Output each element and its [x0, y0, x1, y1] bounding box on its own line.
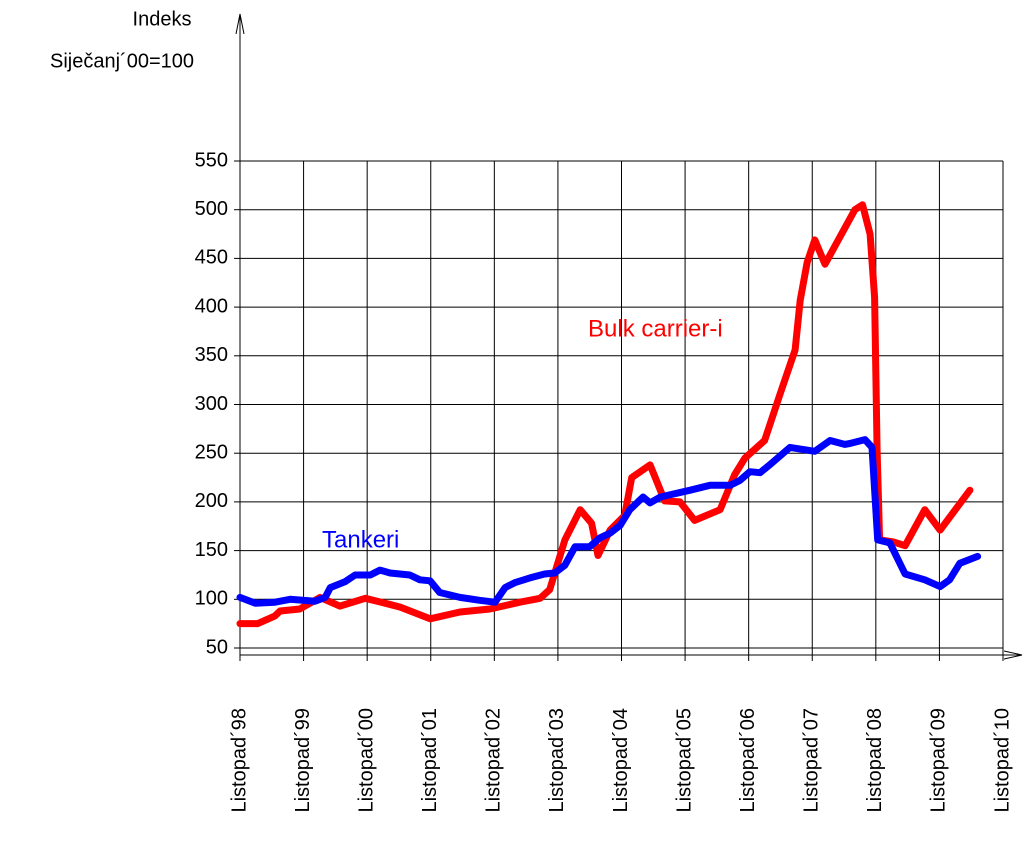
x-tick-label: Listopad´04	[610, 708, 632, 813]
y-tick-label: 450	[195, 247, 228, 269]
grid	[234, 160, 1004, 661]
plot	[236, 201, 982, 628]
y-tick-label: 300	[195, 393, 228, 415]
y-axis-label: Siječanj´00=100	[50, 50, 194, 72]
y-tick-label: 250	[195, 441, 228, 463]
y-tick-label: 150	[195, 539, 228, 561]
y-tick-label: 500	[195, 198, 228, 220]
y-axis-label: Indeks	[133, 8, 192, 30]
x-tick-label: Listopad´99	[292, 708, 314, 813]
line-series	[236, 201, 974, 628]
x-tick-label: Listopad´03	[546, 708, 568, 813]
x-axis-arrow	[1003, 650, 1023, 660]
x-tick-label: Listopad´07	[801, 708, 823, 813]
series-label: Bulk carrier-i	[588, 315, 723, 342]
x-tick-label: Listopad´98	[228, 708, 250, 813]
x-tick-label: Listopad´06	[737, 708, 759, 813]
y-tick-label: 50	[206, 636, 228, 658]
x-tick-label: Listopad´10	[991, 708, 1013, 813]
labels: 50 100 150 200 250 300 350 400 450 500 550 Listopad…	[195, 149, 1014, 812]
y-tick-label: 200	[195, 490, 228, 512]
y-tick-label: 350	[195, 344, 228, 366]
y-tick-label: 550	[195, 149, 228, 171]
x-tick-label: Listopad´00	[355, 708, 377, 813]
y-tick-label: 100	[195, 588, 228, 610]
y-tick-label: 400	[195, 295, 228, 317]
series-label: Tankeri	[322, 526, 399, 553]
y-axis-arrow	[235, 13, 245, 35]
x-tick-label: Listopad´02	[483, 708, 505, 813]
line-series	[236, 436, 982, 607]
x-tick-label: Listopad´05	[673, 708, 695, 813]
x-tick-label: Listopad´09	[928, 708, 950, 813]
x-tick-label: Listopad´08	[864, 708, 886, 813]
x-tick-label: Listopad´01	[419, 708, 441, 813]
